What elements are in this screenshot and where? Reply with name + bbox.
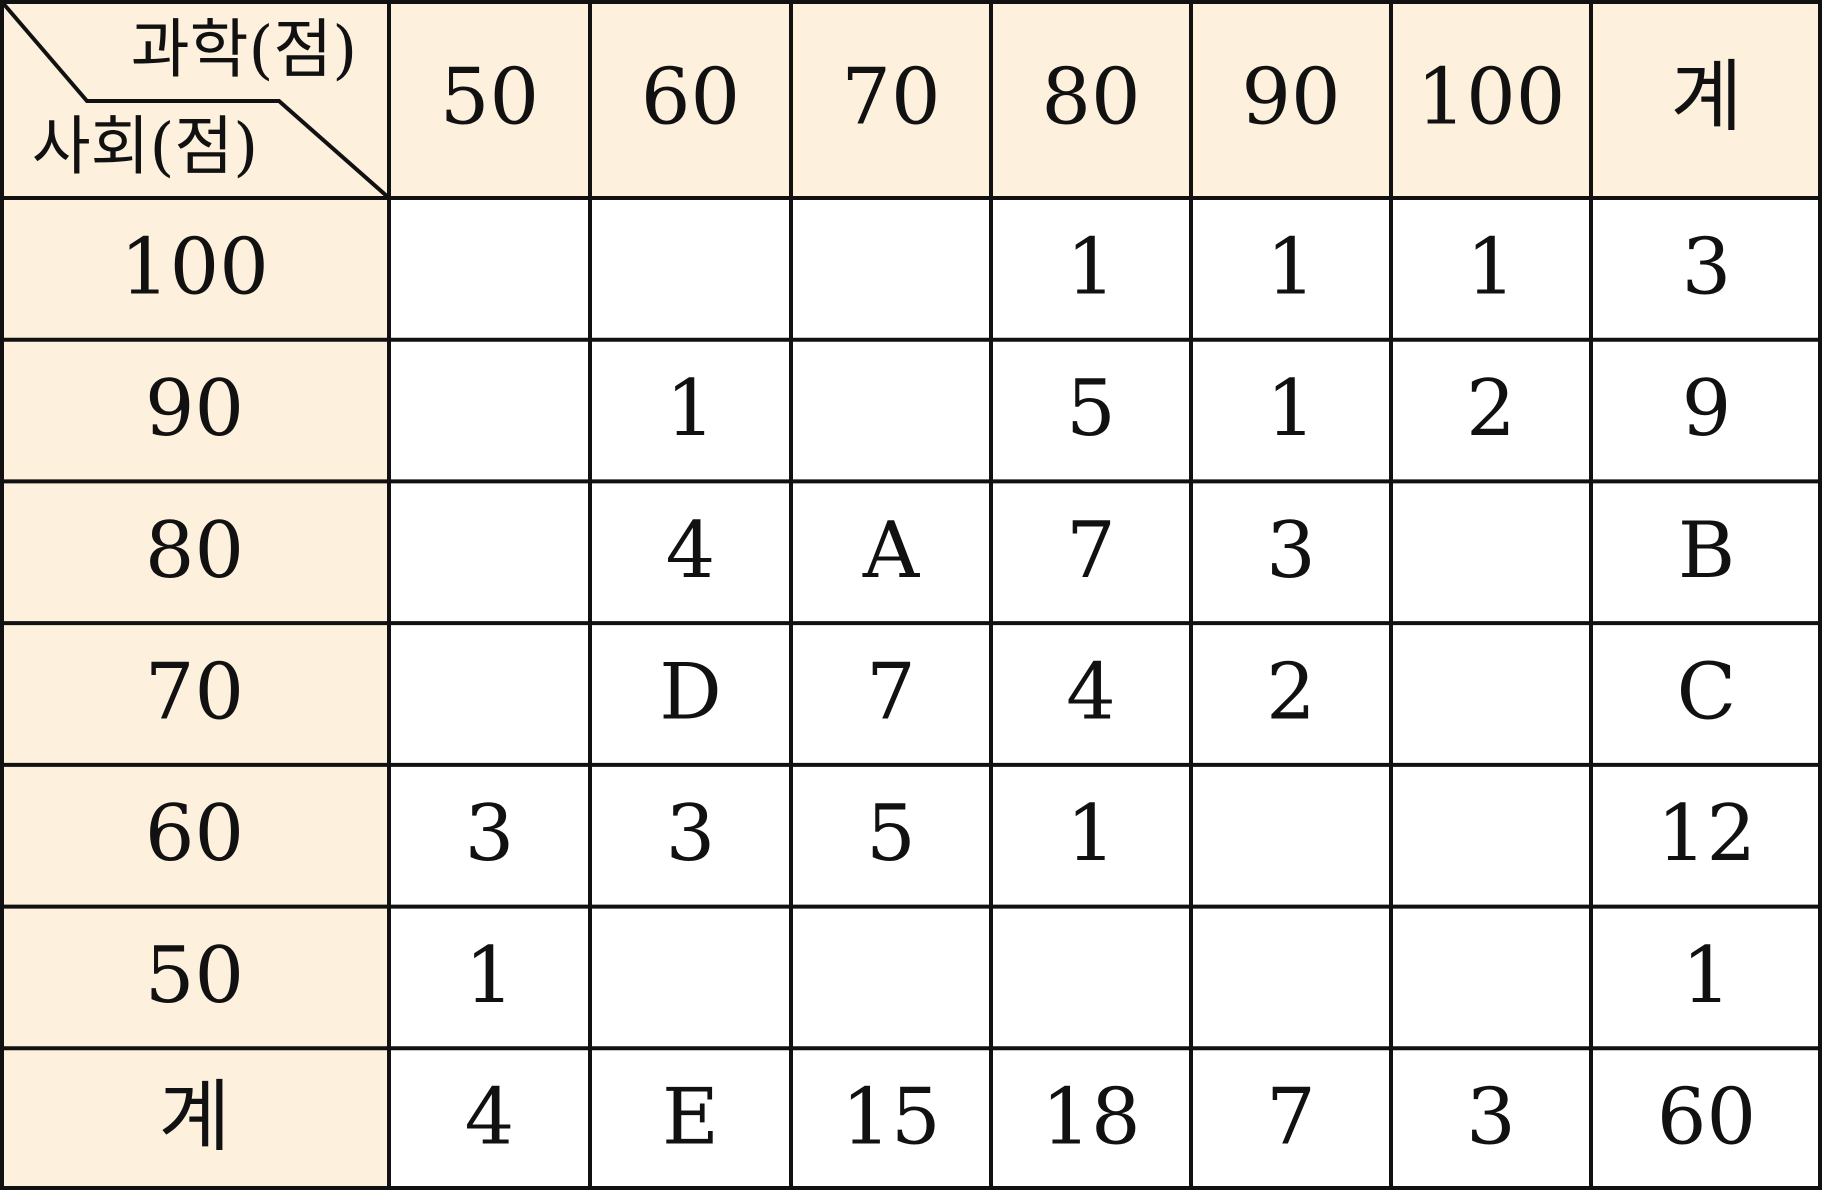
cell: 1 [1066, 789, 1116, 879]
cell: 4 [465, 1073, 515, 1163]
corner-diagonal [0, 0, 391, 200]
column-header: 70 [841, 53, 940, 143]
cell: 60 [1657, 1073, 1756, 1163]
cell: 1 [1266, 222, 1316, 312]
row-header: 100 [120, 222, 269, 312]
cell: 7 [866, 648, 916, 738]
cell: 5 [1066, 364, 1116, 454]
cell: 2 [1466, 364, 1516, 454]
column-header: 50 [440, 53, 539, 143]
cell: 1 [666, 364, 716, 454]
column-header: 90 [1241, 53, 1340, 143]
row-header: 50 [145, 931, 244, 1021]
row-header: 계 [159, 1073, 231, 1163]
cell: 12 [1657, 789, 1756, 879]
cell: 4 [666, 506, 716, 596]
cell: 1 [465, 931, 515, 1021]
corner-top-label: 과학(점) [131, 14, 358, 88]
column-header: 계 [1671, 53, 1743, 143]
cell: 7 [1066, 506, 1116, 596]
cell: 15 [841, 1073, 940, 1163]
cell: 3 [1682, 222, 1732, 312]
cell: A [862, 506, 921, 596]
cell: 9 [1682, 364, 1732, 454]
row-header: 60 [145, 789, 244, 879]
cell: 3 [465, 789, 515, 879]
cell: 5 [866, 789, 916, 879]
cell: 3 [666, 789, 716, 879]
corner-bottom-label: 사회(점) [32, 111, 259, 185]
cell: 18 [1041, 1073, 1140, 1163]
cell: C [1677, 648, 1737, 738]
cell: 3 [1466, 1073, 1516, 1163]
column-header: 100 [1417, 53, 1566, 143]
cell: 1 [1466, 222, 1516, 312]
cell: 1 [1266, 364, 1316, 454]
column-header: 60 [641, 53, 740, 143]
row-header: 80 [145, 506, 244, 596]
cell: 4 [1066, 648, 1116, 738]
cell: 1 [1066, 222, 1116, 312]
cell: B [1678, 506, 1735, 596]
cell: E [662, 1073, 719, 1163]
cell: 2 [1266, 648, 1316, 738]
cell: 7 [1266, 1073, 1316, 1163]
cell: 3 [1266, 506, 1316, 596]
row-header: 90 [145, 364, 244, 454]
column-header: 80 [1041, 53, 1140, 143]
row-header: 70 [145, 648, 244, 738]
cell: 1 [1682, 931, 1732, 1021]
cell: D [659, 648, 722, 738]
